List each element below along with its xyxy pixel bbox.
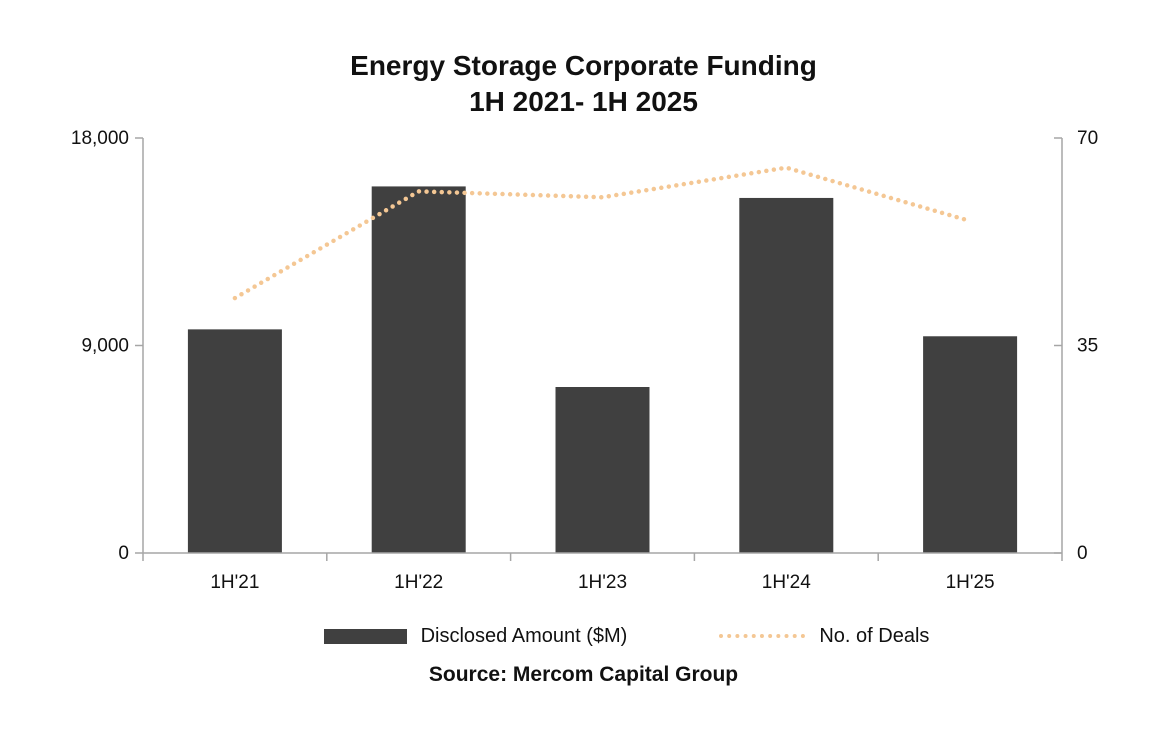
dotted-line-icon [719, 634, 806, 638]
chart-title-line1: Energy Storage Corporate Funding [350, 50, 817, 81]
chart-legend: Disclosed Amount ($M) No. of Deals [0, 622, 1167, 650]
legend-label-no-of-deals: No. of Deals [819, 624, 930, 647]
bar-1h22 [371, 186, 466, 553]
y-axis-right-tick-label: 0 [1077, 543, 1088, 564]
deals-dotted-line [232, 165, 973, 301]
bar-swatch-icon [323, 628, 407, 644]
x-axis-category-label: 1H'24 [762, 572, 811, 593]
x-axis-category-label: 1H'21 [210, 572, 259, 593]
chart-title-line2: 1H 2021- 1H 2025 [469, 86, 698, 117]
chart-title: Energy Storage Corporate Funding 1H 2021… [0, 48, 1167, 120]
y-axis-left-tick-label: 9,000 [81, 336, 129, 357]
y-axis-right-tick-label: 35 [1077, 336, 1098, 357]
bar-1h21 [187, 329, 282, 553]
legend-item-no-of-deals: No. of Deals [719, 625, 929, 648]
bar-1h23 [555, 387, 650, 553]
bar-1h24 [739, 197, 834, 553]
x-axis-category-label: 1H'25 [946, 572, 995, 593]
y-axis-right-tick-label: 70 [1077, 128, 1098, 149]
legend-item-disclosed-amount: Disclosed Amount ($M) [323, 624, 628, 648]
y-axis-left-tick-label: 18,000 [71, 128, 129, 149]
x-axis-category-label: 1H'22 [394, 572, 443, 593]
bar-1h25 [923, 336, 1018, 553]
x-axis-category-label: 1H'23 [578, 572, 627, 593]
source-attribution: Source: Mercom Capital Group [428, 663, 739, 686]
legend-label-disclosed-amount: Disclosed Amount ($M) [420, 624, 628, 647]
y-axis-left-tick-label: 0 [118, 543, 129, 564]
